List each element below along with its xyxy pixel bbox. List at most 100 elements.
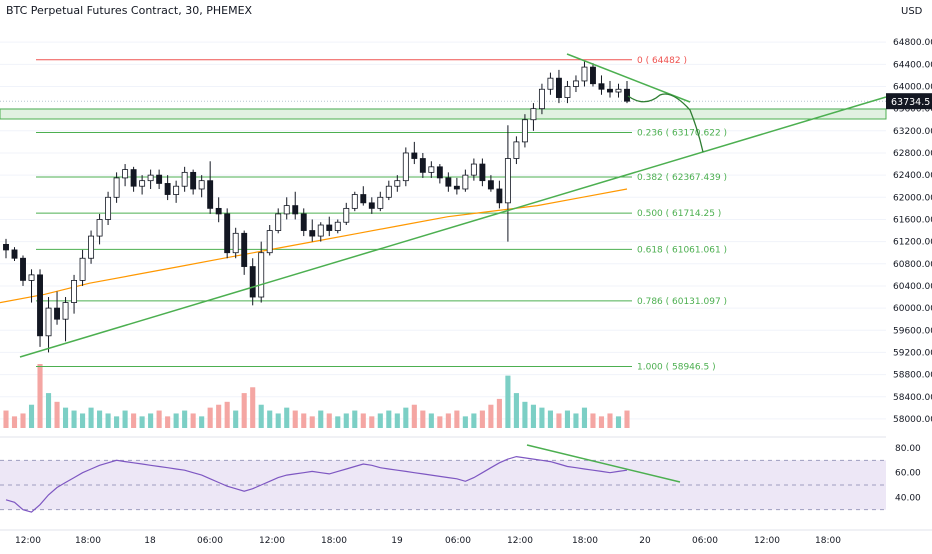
volume-bar [479, 410, 485, 428]
last-price-value: 63734.5 [891, 97, 930, 108]
grid [0, 41, 886, 420]
fib-level-label: 0.236 ( 63170.622 ) [637, 128, 727, 138]
volume-bar [97, 410, 103, 428]
candle-body [530, 108, 537, 121]
fib-retracement[interactable]: 0 ( 64482 ) 0.236 ( 63170.622 ) 0.382 ( 62… [36, 56, 727, 373]
rsi-tick-label: 60.00 [895, 469, 921, 479]
volume-bar [37, 364, 43, 428]
candle-body [88, 235, 95, 259]
volume-bar [505, 375, 511, 428]
volume-bar [233, 410, 239, 428]
candle-body [309, 230, 316, 237]
volume-bar [598, 416, 605, 428]
candle-body [360, 194, 367, 204]
price-tick-label: 59600.00 [893, 326, 932, 336]
time-tick-label: 20 [639, 536, 651, 546]
candle-body [266, 230, 273, 254]
volume-bar [182, 410, 188, 428]
chart-title: BTC Perpetual Futures Contract, 30, PHEM… [6, 4, 253, 17]
candle-body [20, 257, 26, 281]
support-zone [0, 109, 886, 119]
trend-lines[interactable] [19, 53, 887, 483]
candle-body [334, 221, 341, 231]
time-axis[interactable]: 12:00 18:00 18 06:00 12:00 18:00 19 06:00 12:00 1… [0, 529, 932, 546]
candle-body [54, 307, 60, 320]
candle-body [513, 141, 520, 159]
candle-body [300, 213, 307, 231]
volume-bar [530, 404, 536, 428]
time-tick-label: 12:00 [15, 536, 41, 546]
volume-bar [62, 407, 69, 428]
candle-body [62, 302, 69, 320]
candle-body [258, 252, 265, 298]
volume-bar [11, 416, 18, 428]
candle-body [96, 219, 103, 237]
candle-body [555, 77, 562, 98]
volume-bar [428, 413, 434, 428]
projection-path [627, 93, 704, 153]
volume-bar [105, 413, 111, 428]
price-tick-label: 64400.00 [893, 60, 932, 70]
candle-body [37, 274, 43, 337]
last-price-tag [886, 93, 932, 110]
candle-body [79, 257, 86, 281]
volume-bar [114, 416, 120, 428]
rsi-trendline [526, 444, 681, 483]
volume-bar [488, 404, 494, 428]
candle-body [351, 194, 358, 209]
candle-body [343, 207, 350, 223]
volume-bar [267, 410, 273, 428]
fib-level-label: 0 ( 64482 ) [637, 56, 687, 66]
volume-bar [28, 404, 35, 428]
time-tick-label: 12:00 [259, 536, 285, 546]
candle-body [164, 183, 171, 195]
volume-bar [224, 401, 230, 428]
candle-body [105, 196, 112, 220]
candle-body [11, 249, 18, 259]
volume-bar [148, 413, 154, 428]
price-axis[interactable]: 64800.00 64400.00 64000.00 63600.00 63200.00… [886, 38, 932, 425]
candles [3, 61, 630, 353]
volume-bar [352, 410, 358, 428]
candle-body [190, 171, 197, 190]
candle-body [598, 83, 605, 90]
candle-body [139, 180, 146, 187]
candle-body [607, 88, 613, 93]
volume-bar [326, 413, 332, 428]
ascending-trendline [19, 96, 887, 358]
volume-bar [462, 416, 468, 428]
candle-body [122, 169, 129, 179]
fib-level-label: 0.500 ( 61714.25 ) [637, 209, 721, 219]
candle-body [147, 174, 154, 182]
volume-bar [241, 393, 247, 428]
volume-bar [139, 416, 145, 428]
volume-bar [360, 413, 366, 428]
price-tick-label: 60000.00 [893, 304, 932, 314]
candle-body [564, 86, 571, 98]
candle-body [487, 180, 494, 190]
fib-level-label: 0.382 ( 62367.439 ) [637, 173, 727, 183]
volume-bar [54, 401, 60, 428]
support-zones[interactable] [0, 100, 887, 120]
candle-body [411, 152, 418, 159]
candle-body [368, 202, 375, 209]
candle-body [394, 180, 401, 187]
volume-bar [318, 410, 324, 428]
fib-level-label: 0.618 ( 61061.061 ) [637, 245, 727, 255]
candle-body [224, 213, 231, 254]
time-tick-label: 06:00 [445, 536, 471, 546]
price-tick-label: 60800.00 [893, 260, 932, 270]
time-tick-label: 06:00 [197, 536, 223, 546]
rsi-axis[interactable]: 80.00 60.00 40.00 [895, 444, 921, 503]
candle-body [3, 243, 9, 251]
volume-bar [445, 413, 451, 428]
candle-body [462, 174, 469, 190]
time-tick-label: 18 [144, 536, 156, 546]
volume-bar [207, 407, 213, 428]
volume-bar [165, 416, 171, 428]
volume-bar [250, 387, 256, 428]
volume-bar [131, 413, 137, 428]
candle-body [419, 158, 426, 173]
